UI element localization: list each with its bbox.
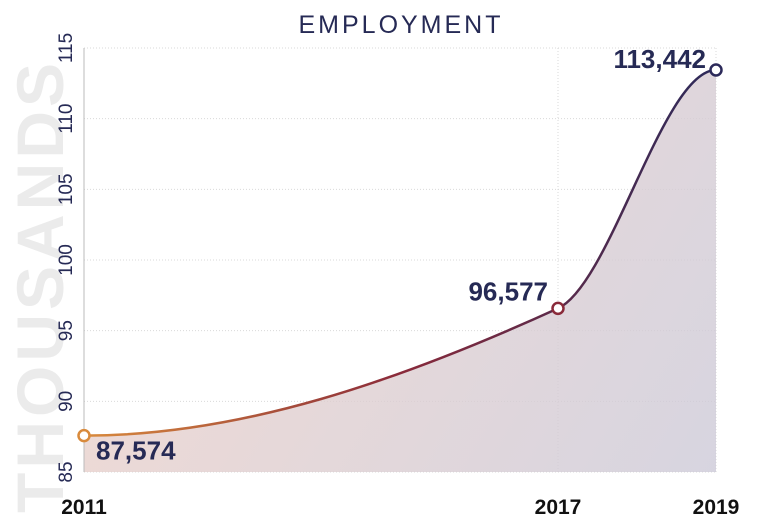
y-tick-label: 115 [56,33,77,63]
series-line [83,68,717,437]
data-point [709,63,723,77]
data-label: 96,577 [468,276,548,306]
data-point [551,301,565,316]
y-tick-label: 85 [56,461,77,482]
area-fill [84,70,716,472]
data-labels: 87,574 96,577 113,442 [96,44,706,466]
y-tick-label: 95 [56,320,77,341]
x-tick-label: 2017 [535,496,582,519]
data-label: 113,442 [613,44,706,74]
x-tick-label: 2011 [61,496,107,519]
y-ticks: 85 90 95 100 105 110 115 [56,33,77,483]
chart-title: EMPLOYMENT [298,11,503,39]
data-points [77,63,723,443]
y-tick-label: 110 [56,104,77,134]
x-tick-label: 2019 [693,496,740,519]
data-label: 87,574 [96,436,176,466]
data-point [77,428,91,443]
y-tick-label: 105 [56,173,77,205]
x-ticks: 2011 2017 2019 [61,496,739,519]
y-tick-label: 90 [56,391,77,412]
y-tick-label: 100 [56,244,77,276]
y-axis-label: THOUSANDS [3,59,77,513]
